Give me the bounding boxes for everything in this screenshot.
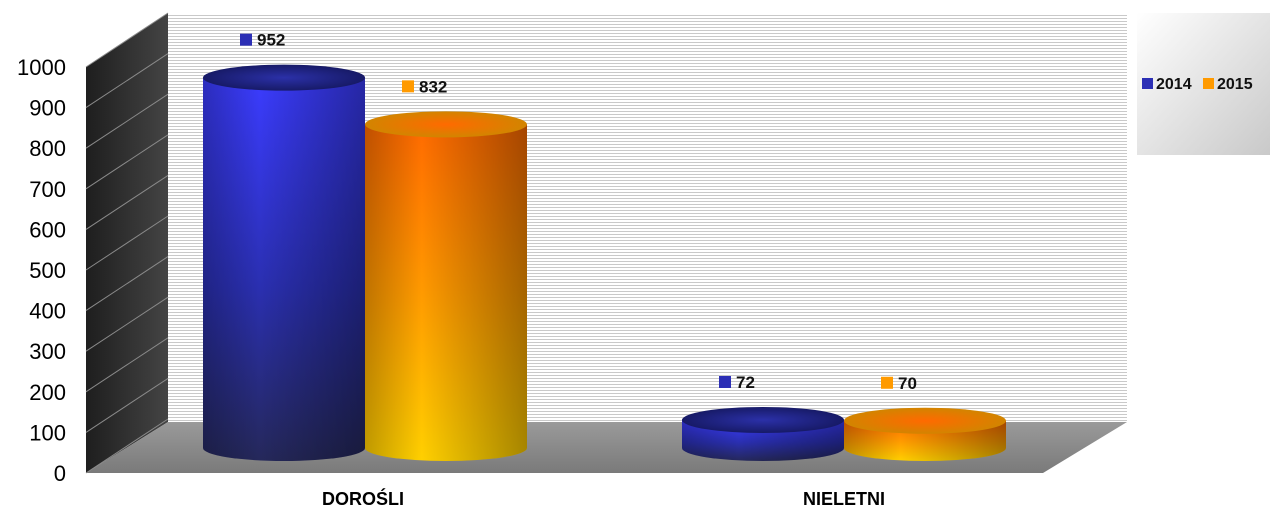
y-tick-label: 100 — [29, 420, 66, 445]
left-wall-gridline — [85, 93, 169, 149]
legend-label-2014: 2014 — [1156, 76, 1192, 93]
y-tick-label: 600 — [29, 217, 66, 242]
data-label-swatch — [719, 375, 731, 388]
y-tick-label: 800 — [29, 136, 66, 161]
left-wall-gridline — [85, 418, 169, 474]
x-axis-category-labels: DOROŚLI NIELETNI — [322, 488, 885, 509]
data-label: 70 — [898, 374, 917, 393]
legend-swatch-2015 — [1203, 78, 1214, 89]
left-wall-gridline — [85, 256, 169, 312]
data-label: 952 — [257, 31, 285, 50]
left-wall-gridlines — [85, 12, 169, 474]
bar-2015-nieletni — [844, 407, 1006, 461]
legend-swatch-2014 — [1142, 78, 1153, 89]
legend: 2014 2015 — [1137, 13, 1270, 155]
cylinder-top — [203, 64, 365, 91]
x-category-label: DOROŚLI — [322, 488, 404, 509]
left-wall-gridline — [85, 12, 169, 68]
bar-2014-nieletni — [682, 406, 844, 461]
left-wall-gridline — [85, 337, 169, 393]
cylinder-top — [365, 111, 527, 138]
y-tick-label: 300 — [29, 339, 66, 364]
left-wall-gridline — [85, 134, 169, 190]
cylinder-top — [682, 406, 844, 433]
left-wall-gridline — [85, 377, 169, 433]
y-tick-label: 1000 — [17, 55, 66, 80]
x-category-label: NIELETNI — [803, 489, 885, 509]
data-label: 832 — [419, 77, 447, 96]
legend-label-2015: 2015 — [1217, 76, 1253, 93]
data-label-swatch — [881, 376, 893, 389]
bar-2015-dorośli — [365, 111, 527, 462]
left-wall-gridline — [85, 174, 169, 230]
cylinder-shade — [365, 124, 527, 462]
y-tick-label: 500 — [29, 258, 66, 283]
cylinder-top — [844, 407, 1006, 434]
data-label-swatch — [402, 80, 414, 93]
left-wall-gridline — [85, 53, 169, 109]
bar-2014-dorośli — [203, 64, 365, 461]
data-label-swatch — [240, 33, 252, 46]
bars — [203, 64, 1006, 462]
y-tick-label: 700 — [29, 177, 66, 202]
left-wall-gridline — [85, 215, 169, 271]
y-tick-label: 0 — [54, 461, 66, 486]
y-tick-label: 200 — [29, 380, 66, 405]
data-labels: 952 832 72 70 — [240, 31, 917, 393]
y-tick-label: 900 — [29, 96, 66, 121]
data-label: 72 — [736, 373, 755, 392]
left-wall-gridline — [85, 296, 169, 352]
cylinder-shade — [203, 77, 365, 461]
y-tick-label: 400 — [29, 299, 66, 324]
y-axis-tick-labels: 0 100 200 300 400 500 600 700 800 900 1000 — [17, 55, 66, 486]
